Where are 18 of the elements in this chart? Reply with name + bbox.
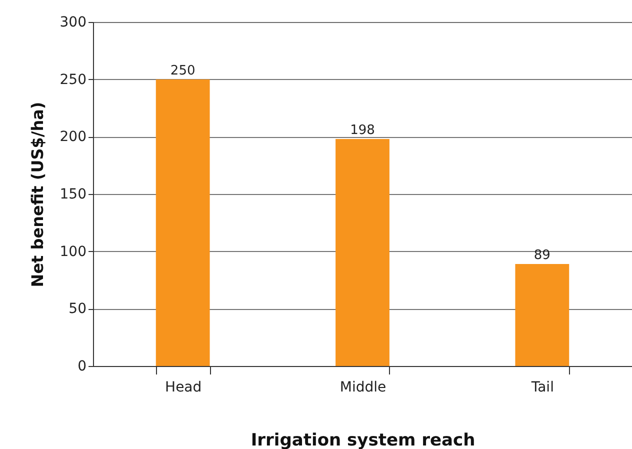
y-tick-label: 200 [60, 129, 86, 146]
data-label: 198 [350, 122, 375, 138]
y-tick-label: 250 [60, 72, 86, 88]
y-tick-label: 50 [68, 301, 86, 318]
bar [336, 138, 390, 366]
data-label: 89 [534, 248, 550, 263]
bar [156, 79, 210, 366]
x-tick-label: Head [165, 380, 202, 396]
data-label: 250 [170, 63, 196, 78]
x-axis-title: Irrigation system reach [250, 430, 476, 449]
y-tick-label: 300 [60, 14, 86, 30]
x-tick-label: Tail [530, 380, 554, 396]
y-tick-label: 100 [60, 244, 86, 260]
y-axis-title: Net benefit (US$/ha) [28, 102, 47, 288]
bar [515, 264, 570, 366]
y-tick-label: 150 [60, 186, 86, 202]
x-tick-label: Middle [340, 380, 386, 396]
y-tick-label: 0 [78, 358, 86, 374]
